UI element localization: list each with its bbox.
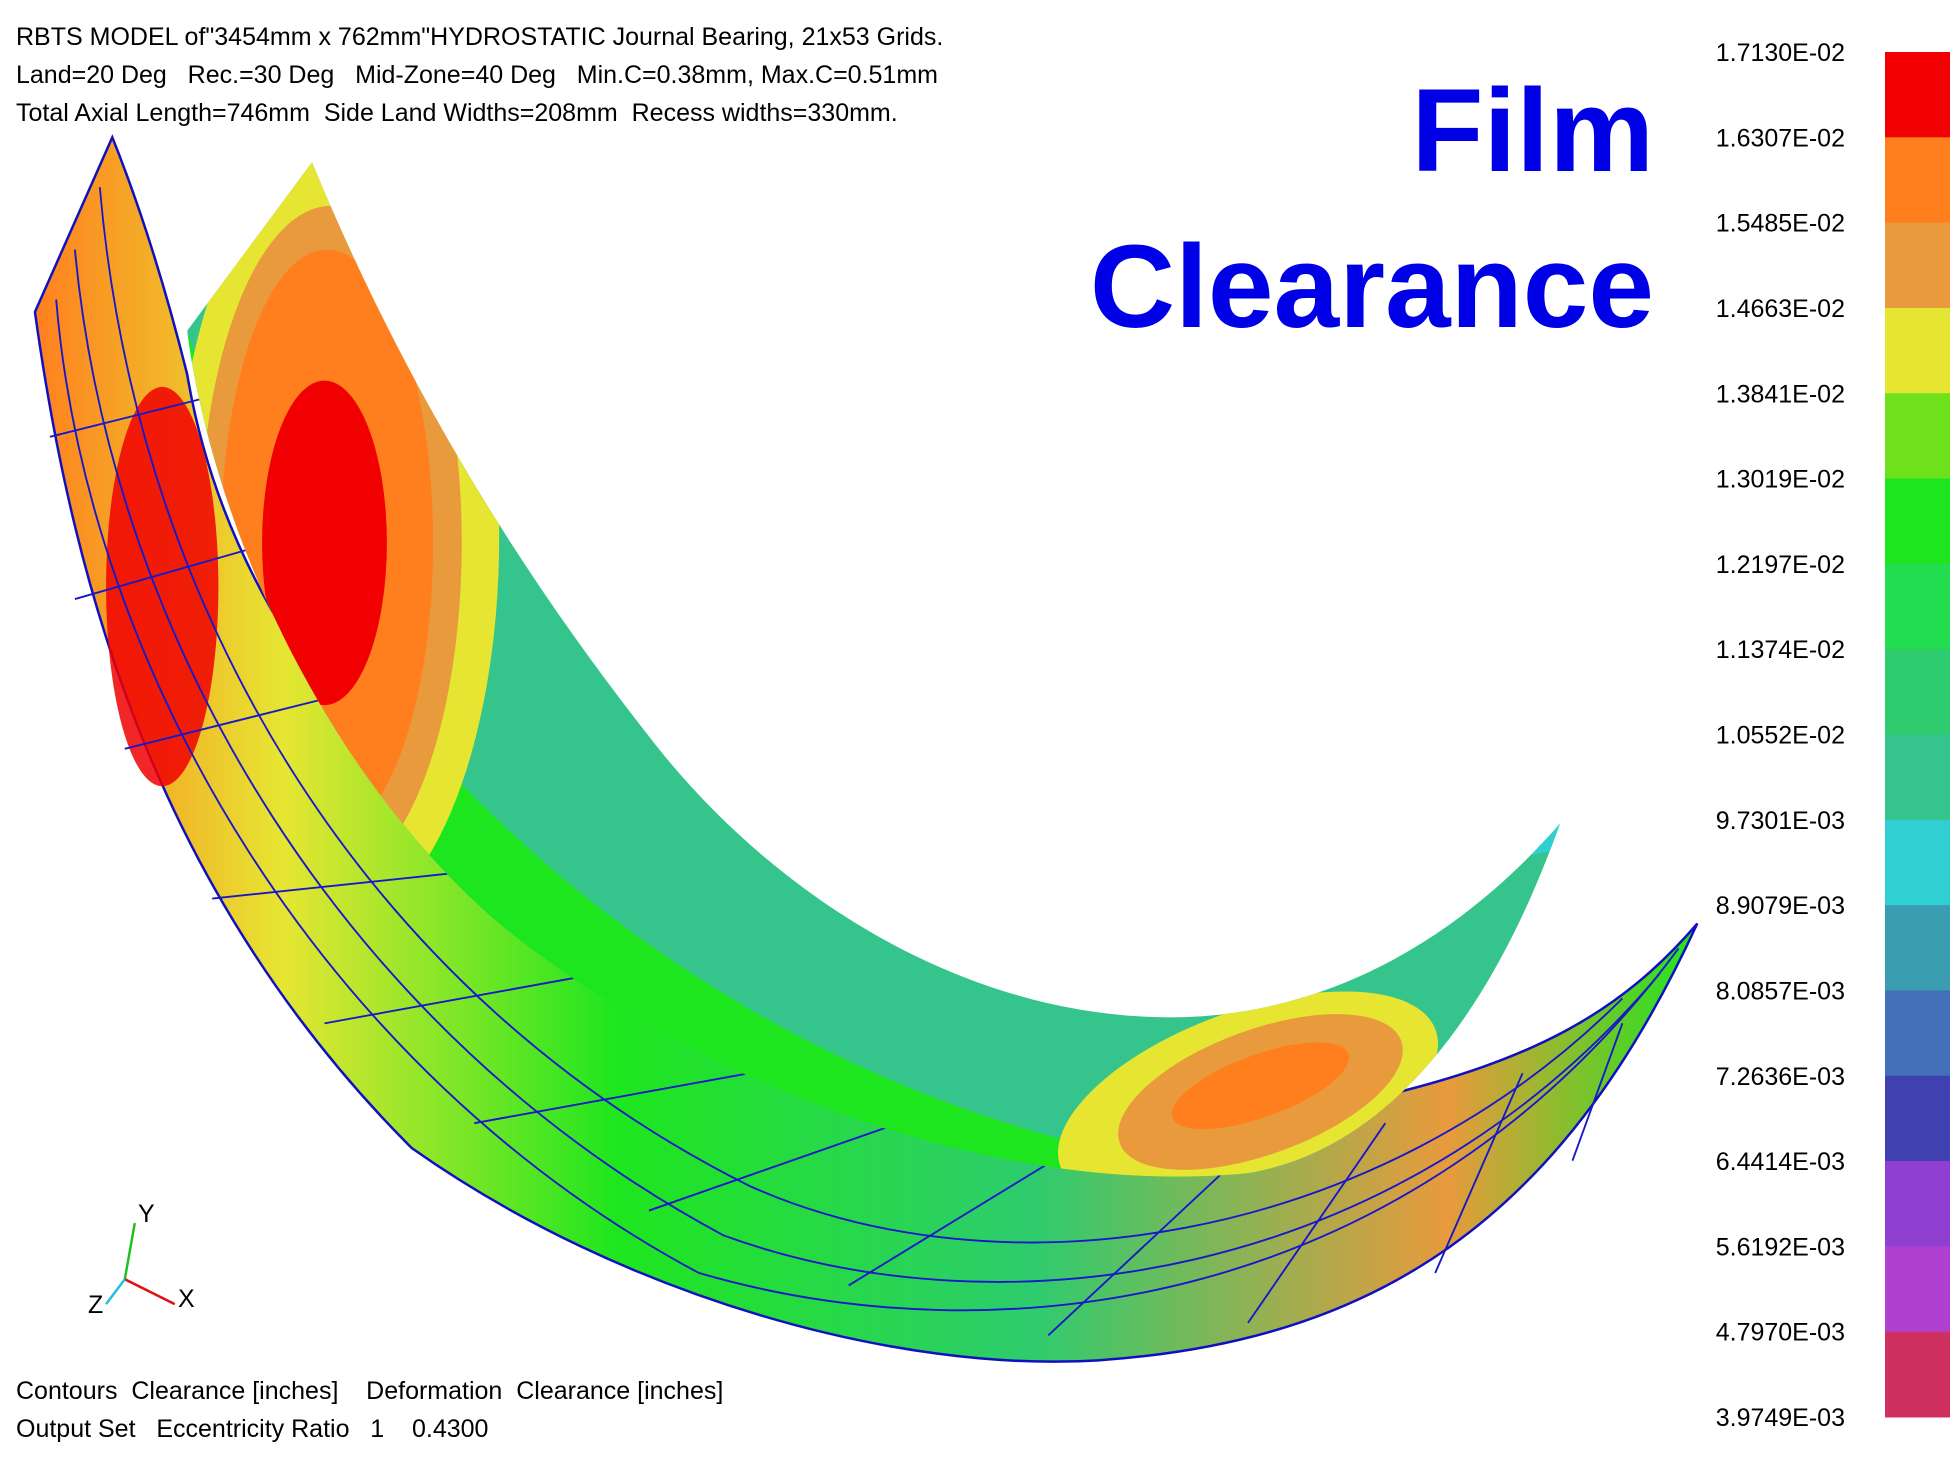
legend-label: 8.9079E-03 [1716,892,1845,920]
legend-band [1885,649,1950,735]
legend-band [1885,222,1950,309]
legend-band [1885,905,1950,991]
legend-band [1885,1161,1950,1247]
legend-label: 1.3019E-02 [1716,466,1845,494]
legend-label: 1.2197E-02 [1716,551,1845,579]
legend-label: 1.5485E-02 [1716,210,1845,238]
legend-band [1885,393,1950,480]
legend-label: 8.0857E-03 [1716,977,1845,1005]
legend-label: 9.7301E-03 [1716,807,1845,835]
legend-band [1885,990,1950,1077]
header-line: RBTS MODEL of"3454mm x 762mm"HYDROSTATIC… [16,23,943,51]
triad-label: Y [138,1200,155,1228]
legend-label: 3.9749E-03 [1716,1404,1845,1432]
legend-band [1885,819,1950,906]
legend-label: 1.3841E-02 [1716,380,1845,408]
legend-band [1885,1246,1950,1333]
color-legend: 1.7130E-02 1.6307E-02 1.5485E-02 1.4663E-02… [1716,39,1950,1432]
legend-label: 5.6192E-03 [1716,1233,1845,1261]
legend-label: 1.0552E-02 [1716,722,1845,750]
axis-triad [105,1222,176,1306]
title: Clearance [1090,221,1654,353]
legend-band [1885,307,1950,394]
legend-label: 1.6307E-02 [1716,124,1845,152]
legend-band [1885,52,1950,138]
title: Film [1411,65,1654,197]
footer-line: Output Set Eccentricity Ratio 1 0.4300 [16,1415,488,1443]
legend-label: 1.1374E-02 [1716,636,1845,664]
legend-label: 6.4414E-03 [1716,1148,1845,1176]
header-line: Land=20 Deg Rec.=30 Deg Mid-Zone=40 Deg … [16,61,938,89]
footer-line: Contours Clearance [inches] Deformation … [16,1377,723,1405]
legend-label: 7.2636E-03 [1716,1063,1845,1091]
legend-label: 1.7130E-02 [1716,39,1845,67]
legend-label: 1.4663E-02 [1716,295,1845,323]
legend-band [1885,1075,1950,1162]
legend-label: 4.7970E-03 [1716,1319,1845,1347]
legend-band [1885,563,1950,650]
triad-label: Z [88,1291,103,1319]
triad-label: X [178,1285,195,1313]
legend-band [1885,478,1950,565]
mesh-grid [49,187,1680,1337]
mesh-hot-zone [106,386,219,787]
legend-band [1885,137,1950,224]
legend-band [1885,1331,1950,1418]
header-line: Total Axial Length=746mm Side Land Width… [16,99,898,127]
legend-band [1885,734,1950,821]
